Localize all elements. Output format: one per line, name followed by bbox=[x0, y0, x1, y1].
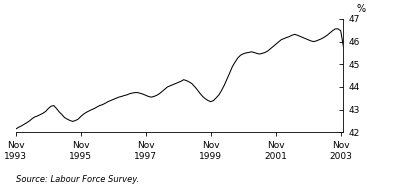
Text: Source: Labour Force Survey.: Source: Labour Force Survey. bbox=[16, 175, 139, 184]
Text: %: % bbox=[357, 4, 366, 14]
